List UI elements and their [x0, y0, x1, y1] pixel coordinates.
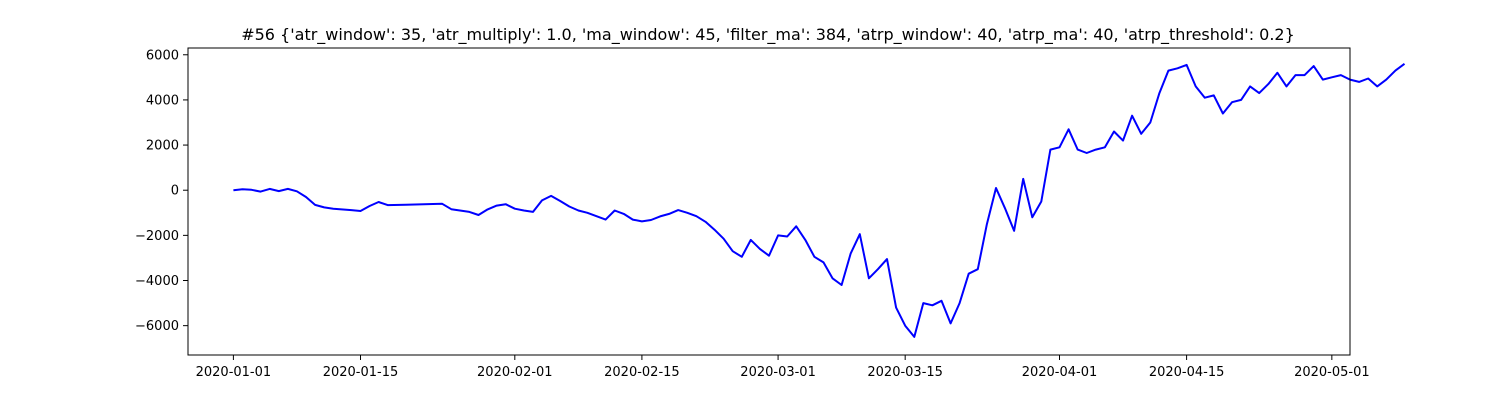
x-tick-label: 2020-02-01: [477, 365, 553, 380]
y-tick-label: 0: [171, 184, 179, 199]
y-tick-label: 4000: [146, 93, 179, 108]
x-tick-label: 2020-03-15: [867, 365, 943, 380]
y-tick-label: 2000: [146, 139, 179, 154]
x-tick-label: 2020-01-15: [323, 365, 399, 380]
y-tick-label: 6000: [146, 48, 179, 63]
x-tick-label: 2020-04-15: [1149, 365, 1225, 380]
y-tick-label: −6000: [135, 319, 179, 334]
y-tick-label: −4000: [135, 274, 179, 289]
x-tick-label: 2020-02-15: [604, 365, 680, 380]
x-tick-label: 2020-01-01: [196, 365, 272, 380]
x-axis-ticks: 2020-01-01 2020-01-15 2020-02-01 2020-02-15…: [196, 355, 1370, 380]
plot-area-frame: [187, 47, 1351, 356]
series-line: [233, 62, 1406, 338]
x-tick-label: 2020-05-01: [1294, 365, 1370, 380]
x-tick-label: 2020-03-01: [740, 365, 816, 380]
y-tick-label: −2000: [135, 229, 179, 244]
chart-title: #56 {'atr_window': 35, 'atr_multiply': 1…: [241, 25, 1295, 45]
y-axis-ticks: −6000 −4000 −2000 0 2000 4000 6000: [135, 48, 188, 334]
x-tick-label: 2020-04-01: [1022, 365, 1098, 380]
